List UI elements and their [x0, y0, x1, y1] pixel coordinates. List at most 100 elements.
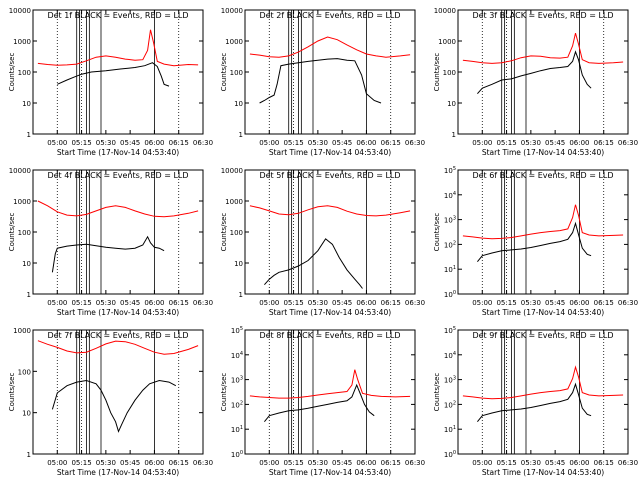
y-tick-label-exponent: 4	[240, 351, 243, 357]
x-tick-label: 06:00	[144, 299, 164, 307]
x-tick-label: 05:15	[283, 139, 303, 147]
plot-frame	[32, 169, 204, 295]
x-tick-label: 05:30	[521, 139, 541, 147]
x-tick-label: 05:45	[120, 139, 140, 147]
x-tick-label: 05:30	[308, 139, 328, 147]
panel-title: Det 7f BLACK = Events, RED = LLD	[47, 331, 188, 340]
event-rate-line	[477, 221, 592, 263]
x-tick-label: 06:00	[356, 299, 376, 307]
event-rate-line	[477, 382, 592, 423]
y-tick-label-base: 10	[444, 266, 453, 274]
y-tick-label: 104	[444, 191, 456, 200]
y-tick-label-exponent: 0	[240, 450, 243, 456]
y-tick-label: 1000	[13, 327, 31, 335]
x-tick-label: 06:00	[569, 459, 589, 467]
y-tick-label-base: 10	[231, 426, 240, 434]
x-tick-label: 05:15	[71, 459, 91, 467]
y-tick-label-base: 10	[444, 291, 453, 299]
x-axis-label: Start Time (17-Nov-14 04:53:40)	[269, 468, 391, 477]
y-tick-label-base: 10	[231, 352, 240, 360]
x-tick-label: 05:00	[259, 459, 279, 467]
y-tick-label-base: 10	[444, 217, 453, 225]
y-tick-label-exponent: 0	[453, 290, 456, 296]
y-tick-label-exponent: 4	[453, 191, 456, 197]
panel-title: Det 9f BLACK = Events, RED = LLD	[472, 331, 613, 340]
plot-frame	[244, 169, 416, 295]
plot-frame	[244, 329, 416, 455]
y-axis-label: Counts/sec	[8, 213, 16, 252]
y-tick-label-exponent: 3	[453, 376, 456, 382]
y-tick-label: 10000	[221, 7, 243, 15]
y-tick-label: 1	[27, 451, 31, 459]
x-tick-label: 06:30	[618, 299, 638, 307]
panel-det-2: 05:00 05:15 05:30 05:45 06:00 06:15 06:30 1 10 10…	[220, 7, 425, 157]
x-tick-label: 05:30	[96, 139, 116, 147]
y-tick-label: 1	[27, 291, 31, 299]
y-axis-label: Counts/sec	[433, 53, 441, 92]
x-tick-label: 05:00	[47, 459, 67, 467]
y-tick-label: 100	[18, 229, 31, 237]
x-tick-label: 06:00	[356, 139, 376, 147]
y-tick-label: 1	[27, 131, 31, 139]
event-rate-line	[51, 379, 177, 433]
x-axis-label: Start Time (17-Nov-14 04:53:40)	[482, 468, 604, 477]
x-axis-label: Start Time (17-Nov-14 04:53:40)	[482, 308, 604, 317]
y-tick-label-base: 10	[444, 377, 453, 385]
lld-rate-line	[37, 200, 199, 218]
y-tick-label: 101	[444, 265, 456, 274]
panel-det-6: 05:00 05:15 05:30 05:45 06:00 06:15 06:3010010…	[433, 166, 638, 317]
lld-rate-line	[462, 204, 624, 240]
y-tick-label-exponent: 0	[453, 450, 456, 456]
y-tick-label: 103	[444, 216, 456, 225]
y-tick-label: 1000	[225, 38, 243, 46]
plot-frame	[244, 9, 416, 135]
y-tick-label-exponent: 3	[453, 216, 456, 222]
x-tick-label: 06:15	[381, 139, 401, 147]
y-tick-label-base: 10	[444, 451, 453, 459]
y-tick-label-exponent: 2	[240, 400, 243, 406]
y-tick-label-exponent: 1	[453, 265, 456, 271]
y-tick-label-base: 10	[444, 241, 453, 249]
x-tick-label: 05:15	[283, 299, 303, 307]
y-tick-label: 10	[22, 100, 31, 108]
x-tick-label: 05:15	[71, 299, 91, 307]
y-tick-label-exponent: 1	[453, 425, 456, 431]
lld-rate-line	[249, 205, 411, 217]
x-axis-label: Start Time (17-Nov-14 04:53:40)	[269, 308, 391, 317]
x-tick-label: 05:15	[283, 459, 303, 467]
x-tick-label: 05:30	[96, 299, 116, 307]
y-tick-label: 101	[444, 425, 456, 434]
panel-det-5: 05:00 05:15 05:30 05:45 06:00 06:15 06:30 1 10 10…	[220, 167, 425, 317]
event-rate-line	[51, 235, 165, 273]
y-axis-label: Counts/sec	[8, 53, 16, 92]
panel-det-9: 05:00 05:15 05:30 05:45 06:00 06:15 06:3010010…	[433, 326, 638, 477]
x-tick-label: 05:00	[472, 139, 492, 147]
x-tick-label: 06:00	[144, 139, 164, 147]
y-tick-label-exponent: 4	[453, 351, 456, 357]
y-tick-label: 1	[239, 131, 243, 139]
x-axis-label: Start Time (17-Nov-14 04:53:40)	[269, 148, 391, 157]
x-tick-label: 06:00	[144, 459, 164, 467]
x-tick-label: 05:45	[332, 299, 352, 307]
y-tick-label: 104	[444, 351, 456, 360]
y-tick-label: 103	[231, 376, 243, 385]
x-tick-label: 05:45	[120, 299, 140, 307]
lld-rate-line	[462, 32, 624, 64]
y-tick-label: 10	[22, 410, 31, 418]
x-tick-label: 05:00	[47, 299, 67, 307]
event-rate-line	[477, 50, 592, 95]
x-tick-label: 06:30	[193, 139, 213, 147]
x-tick-label: 06:30	[405, 139, 425, 147]
x-tick-label: 06:30	[618, 459, 638, 467]
x-tick-label: 06:15	[169, 459, 189, 467]
plot-frame	[457, 329, 629, 455]
x-tick-label: 05:30	[308, 299, 328, 307]
y-tick-label: 102	[444, 240, 456, 249]
y-tick-label: 100	[231, 450, 243, 459]
y-tick-label-exponent: 5	[453, 166, 456, 172]
y-tick-label: 1000	[13, 38, 31, 46]
panel-title: Det 3f BLACK = Events, RED = LLD	[472, 11, 613, 20]
y-tick-label-base: 10	[444, 352, 453, 360]
x-tick-label: 05:15	[496, 459, 516, 467]
